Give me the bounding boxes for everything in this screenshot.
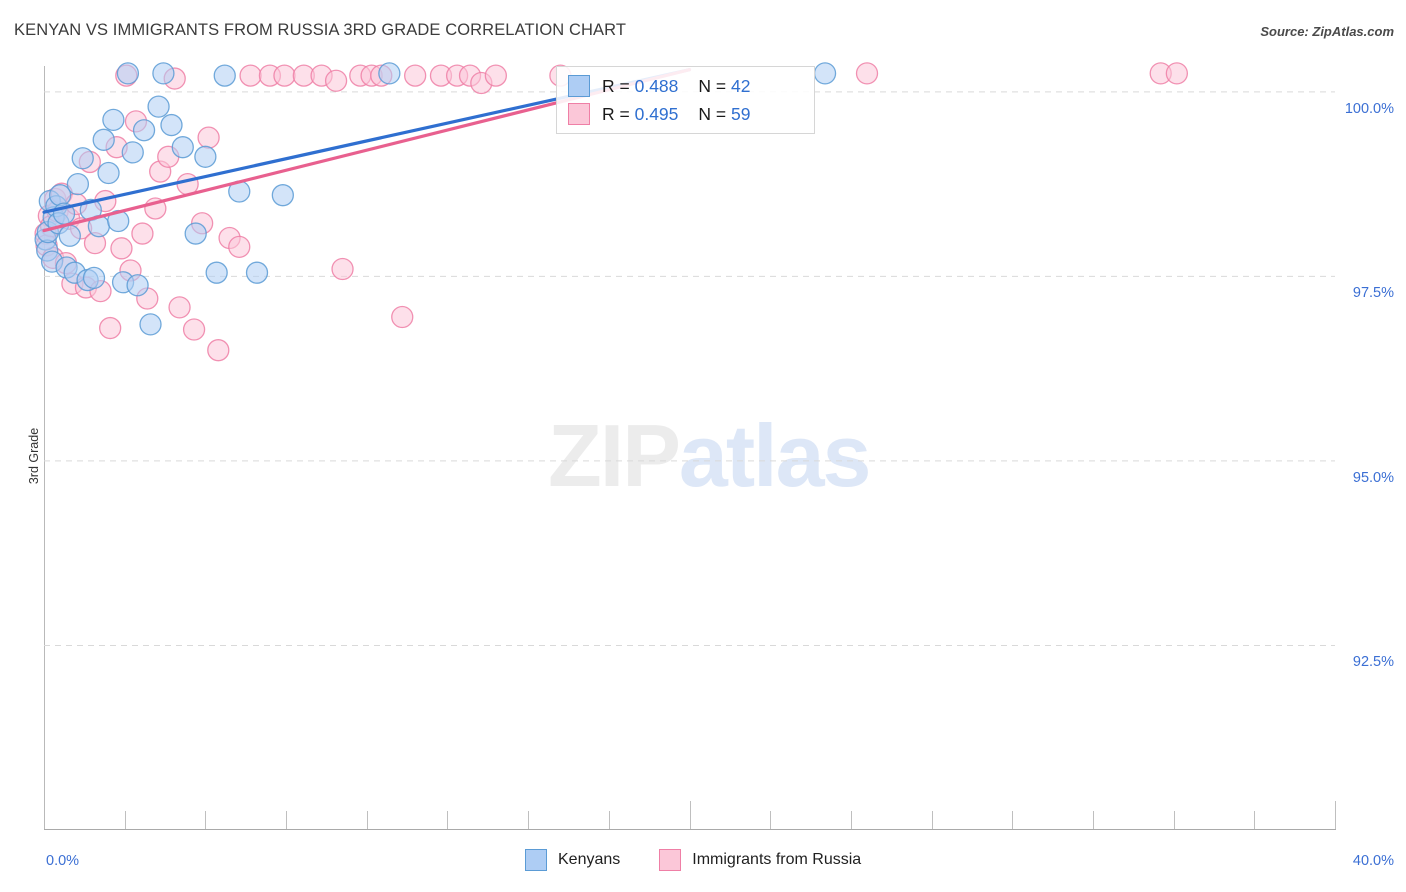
legend-label: Kenyans — [558, 851, 621, 868]
data-point — [58, 224, 81, 247]
legend-label: Immigrants from Russia — [692, 851, 862, 868]
x-axis-tick-mark — [286, 811, 288, 829]
x-axis-tick-mark — [124, 811, 126, 829]
immigrants-r-value: 0.495 — [634, 103, 679, 124]
data-point — [171, 136, 194, 159]
data-point — [126, 274, 149, 297]
immigrants-n-value: 59 — [730, 103, 751, 124]
data-point — [404, 64, 427, 87]
legend-swatch-icon — [659, 849, 682, 871]
immigrants-r-text: R = 0.495 — [602, 103, 679, 124]
y-axis-tick-label: 97.5% — [1352, 285, 1394, 302]
data-point — [213, 64, 236, 87]
y-axis-line — [44, 66, 45, 830]
y-axis-tick-label: 95.0% — [1352, 469, 1394, 486]
plot-area — [34, 62, 1335, 830]
data-point — [160, 113, 183, 137]
data-point — [391, 305, 414, 329]
y-axis-tick-label: 100.0% — [1344, 100, 1394, 117]
immigrants-n-text: N = 59 — [698, 103, 751, 124]
data-point — [132, 119, 156, 142]
data-point — [102, 108, 125, 132]
source-label: Source: ZipAtlas.com — [1260, 24, 1394, 39]
immigrants-swatch-icon — [568, 103, 590, 125]
y-axis-tick-label: 92.5% — [1352, 654, 1394, 671]
y-axis-title: 3rd Grade — [12, 0, 41, 892]
page-title: KENYAN VS IMMIGRANTS FROM RUSSIA 3RD GRA… — [14, 21, 626, 39]
x-axis-tick-mark — [1335, 801, 1336, 829]
x-axis-tick-mark — [931, 811, 933, 829]
data-point — [194, 145, 217, 168]
plot-svg — [34, 62, 1335, 646]
kenyans-r-value: 0.488 — [634, 75, 679, 96]
data-point — [168, 296, 191, 319]
data-point — [484, 64, 508, 87]
legend-item-immigrants-from-russia[interactable]: Immigrants from Russia — [659, 849, 861, 871]
data-point — [228, 235, 251, 259]
x-axis-tick-mark — [689, 801, 691, 829]
kenyans-n-value: 42 — [730, 75, 751, 96]
data-point — [205, 261, 228, 284]
x-axis-line — [44, 829, 1336, 830]
y-axis-title-text: 3rd Grade — [27, 427, 41, 485]
data-point — [82, 266, 106, 290]
data-point — [273, 64, 296, 87]
kenyans-n-text: N = 42 — [698, 75, 751, 96]
data-point — [110, 237, 133, 260]
data-point — [245, 261, 269, 284]
series-legend: Kenyans Immigrants from Russia — [525, 849, 890, 871]
data-point — [139, 313, 162, 336]
legend-swatch-icon — [525, 849, 547, 871]
data-point — [66, 172, 90, 196]
legend-item-kenyans[interactable]: Kenyans — [525, 849, 620, 871]
data-point — [813, 62, 837, 85]
data-point — [92, 128, 115, 151]
data-point — [184, 222, 207, 245]
data-point — [207, 339, 230, 362]
data-point — [239, 64, 262, 87]
x-axis-tick-mark — [1173, 811, 1175, 829]
data-point — [152, 62, 175, 85]
data-point — [147, 95, 170, 118]
x-axis-tick-min: 0.0% — [46, 853, 80, 869]
data-point — [97, 161, 120, 185]
x-axis-tick-mark — [1012, 811, 1014, 829]
data-point — [271, 184, 294, 207]
stats-row-immigrants: R = 0.495 N = 59 — [568, 99, 750, 129]
stats-row-kenyans: R = 0.488 N = 42 — [568, 71, 750, 101]
data-point — [1165, 62, 1189, 85]
data-point — [131, 222, 154, 245]
kenyans-swatch-icon — [568, 75, 590, 97]
x-axis-tick-mark — [205, 811, 207, 829]
x-axis-tick-mark — [366, 811, 368, 829]
x-axis-tick-mark — [528, 811, 530, 829]
series-points-kenyans — [34, 62, 837, 336]
x-axis-tick-mark — [850, 811, 852, 829]
data-point — [324, 69, 348, 92]
x-axis-tick-mark — [447, 811, 449, 829]
data-point — [855, 62, 879, 85]
data-point — [331, 257, 354, 281]
data-point — [121, 141, 144, 164]
correlation-stats-box: R = 0.488 N = 42 R = 0.495 N = 59 — [556, 66, 815, 134]
x-axis-tick-mark — [1254, 811, 1256, 829]
x-axis-tick-max: 40.0% — [1352, 853, 1394, 869]
x-axis-tick-mark — [1092, 811, 1094, 829]
x-axis-tick-mark — [770, 811, 772, 829]
data-point — [71, 147, 94, 170]
data-point — [378, 62, 401, 85]
data-point — [197, 126, 220, 149]
data-point — [182, 318, 206, 341]
x-axis-tick-mark — [608, 811, 610, 829]
kenyans-r-text: R = 0.488 — [602, 75, 679, 96]
data-point — [99, 316, 122, 340]
data-point — [116, 62, 140, 85]
